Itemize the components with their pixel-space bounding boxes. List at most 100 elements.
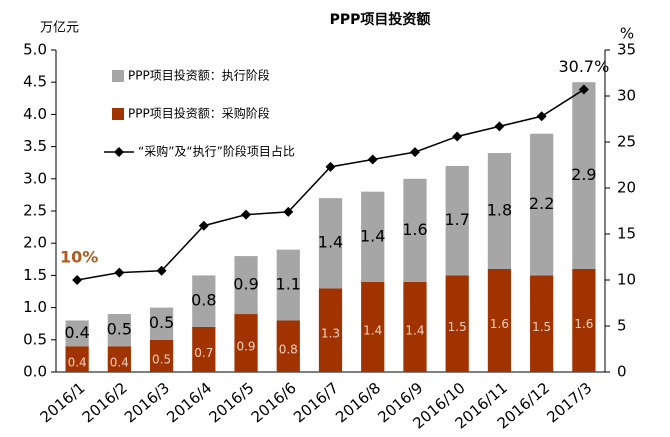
legend-marker [114,147,124,157]
y2-tick-label: 20 [617,179,636,197]
bar-segment [403,178,427,282]
bar-value-label: 0.8 [191,291,216,310]
bar-value-label: 0.9 [236,340,255,354]
legend-label: PPP项目投资额：执行阶段 [128,68,270,83]
y-tick-label: 4.0 [23,105,47,123]
bar-segment [403,281,427,372]
bar-value-label: 1.6 [490,317,509,331]
bar-segment [361,281,385,372]
line-marker [452,131,463,142]
y-tick-label: 2.5 [23,202,47,220]
x-tick-label: 2016/1 [37,379,89,427]
bar-segment [572,268,596,372]
bar-value-label: 1.3 [321,327,340,341]
bar-segment [65,320,89,347]
bar-value-label: 0.8 [279,343,298,357]
bar-value-label: 0.4 [110,356,129,370]
bar-value-label: 1.4 [405,323,424,337]
legend-swatch [112,70,124,82]
bar-value-label: 0.7 [194,346,213,360]
y2-tick-label: 15 [617,225,636,243]
bar-value-label: 1.5 [532,320,551,334]
x-tick-label: 2016/6 [248,379,300,427]
y2-tick-label: 10 [617,271,636,289]
line-value-label: 30.7% [558,57,609,76]
y2-axis-label: % [620,25,634,43]
bar-value-label: 1.7 [444,210,469,229]
bar-value-label: 2.9 [571,165,596,184]
line-marker [409,147,420,158]
bar-segment [65,346,89,372]
bar-segment [572,82,596,269]
line-marker [156,265,167,276]
y2-tick-label: 30 [617,87,636,105]
y-tick-label: 2.0 [23,234,47,252]
y-tick-label: 3.0 [23,169,47,187]
y-tick-label: 0.5 [23,330,47,348]
x-tick-label: 2016/8 [332,379,384,427]
bar-value-label: 0.4 [64,323,89,342]
x-tick-label: 2016/5 [205,379,257,427]
line-marker [72,275,83,285]
x-tick-label: 2016/3 [121,379,173,427]
line-marker [536,111,547,122]
bar-segment [107,314,131,347]
bar-segment [445,165,469,276]
bar-value-label: 1.6 [574,317,593,331]
bar-segment [487,153,512,269]
line-marker [241,209,252,220]
bar-value-label: 1.4 [363,323,382,337]
x-tick-label: 2016/4 [163,379,215,427]
bar-segment [445,275,469,372]
bar-value-label: 1.5 [448,320,467,334]
bar-segment [107,346,131,372]
bar-value-label: 1.4 [360,226,385,245]
line-marker [283,206,294,217]
bar-value-label: 0.5 [152,352,171,366]
bar-segment [192,275,216,327]
y-tick-label: 1.0 [23,298,47,316]
legend-label: PPP项目投资额：采购阶段 [128,106,270,121]
y-tick-label: 1.5 [23,266,47,284]
legend-swatch [112,108,124,120]
bar-value-label: 0.5 [149,313,174,332]
bar-value-label: 1.4 [318,233,343,252]
y2-tick-label: 25 [617,133,636,151]
line-value-label: 10% [60,248,98,267]
bar-value-label: 1.1 [276,275,301,294]
bar-value-label: 2.2 [529,194,554,213]
bar-value-label: 0.4 [68,356,87,370]
x-tick-label: 2016/2 [79,379,131,427]
bar-segment [361,191,385,282]
y-tick-label: 0.0 [23,363,47,381]
line-marker [367,154,378,165]
bar-segment [276,249,300,321]
line-marker [325,161,336,172]
bar-segment [276,320,300,372]
y2-tick-label: 35 [617,41,636,59]
bar-segment [318,198,343,289]
bar-segment [192,326,216,372]
bar-segment [530,133,554,276]
bar-segment [487,268,512,372]
line-marker [114,267,125,278]
bar-segment [149,307,174,340]
y-axis-label: 万亿元 [40,21,79,36]
line-marker [198,220,209,231]
y-tick-label: 4.5 [23,73,47,91]
bar-value-label: 0.5 [107,320,132,339]
y-tick-label: 5.0 [23,41,47,59]
y-tick-label: 3.5 [23,137,47,155]
chart-title: PPP项目投资额 [330,11,431,28]
legend-label: “采购”及“执行”阶段项目占比 [138,144,295,159]
y2-tick-label: 0 [617,363,627,381]
bar-segment [234,314,258,372]
x-tick-label: 2017/3 [543,379,595,427]
line-marker [578,84,589,95]
y2-tick-label: 5 [617,317,627,335]
bar-segment [149,339,174,372]
bar-value-label: 1.6 [402,220,427,239]
line-marker [494,121,505,132]
bar-value-label: 1.8 [487,201,512,220]
